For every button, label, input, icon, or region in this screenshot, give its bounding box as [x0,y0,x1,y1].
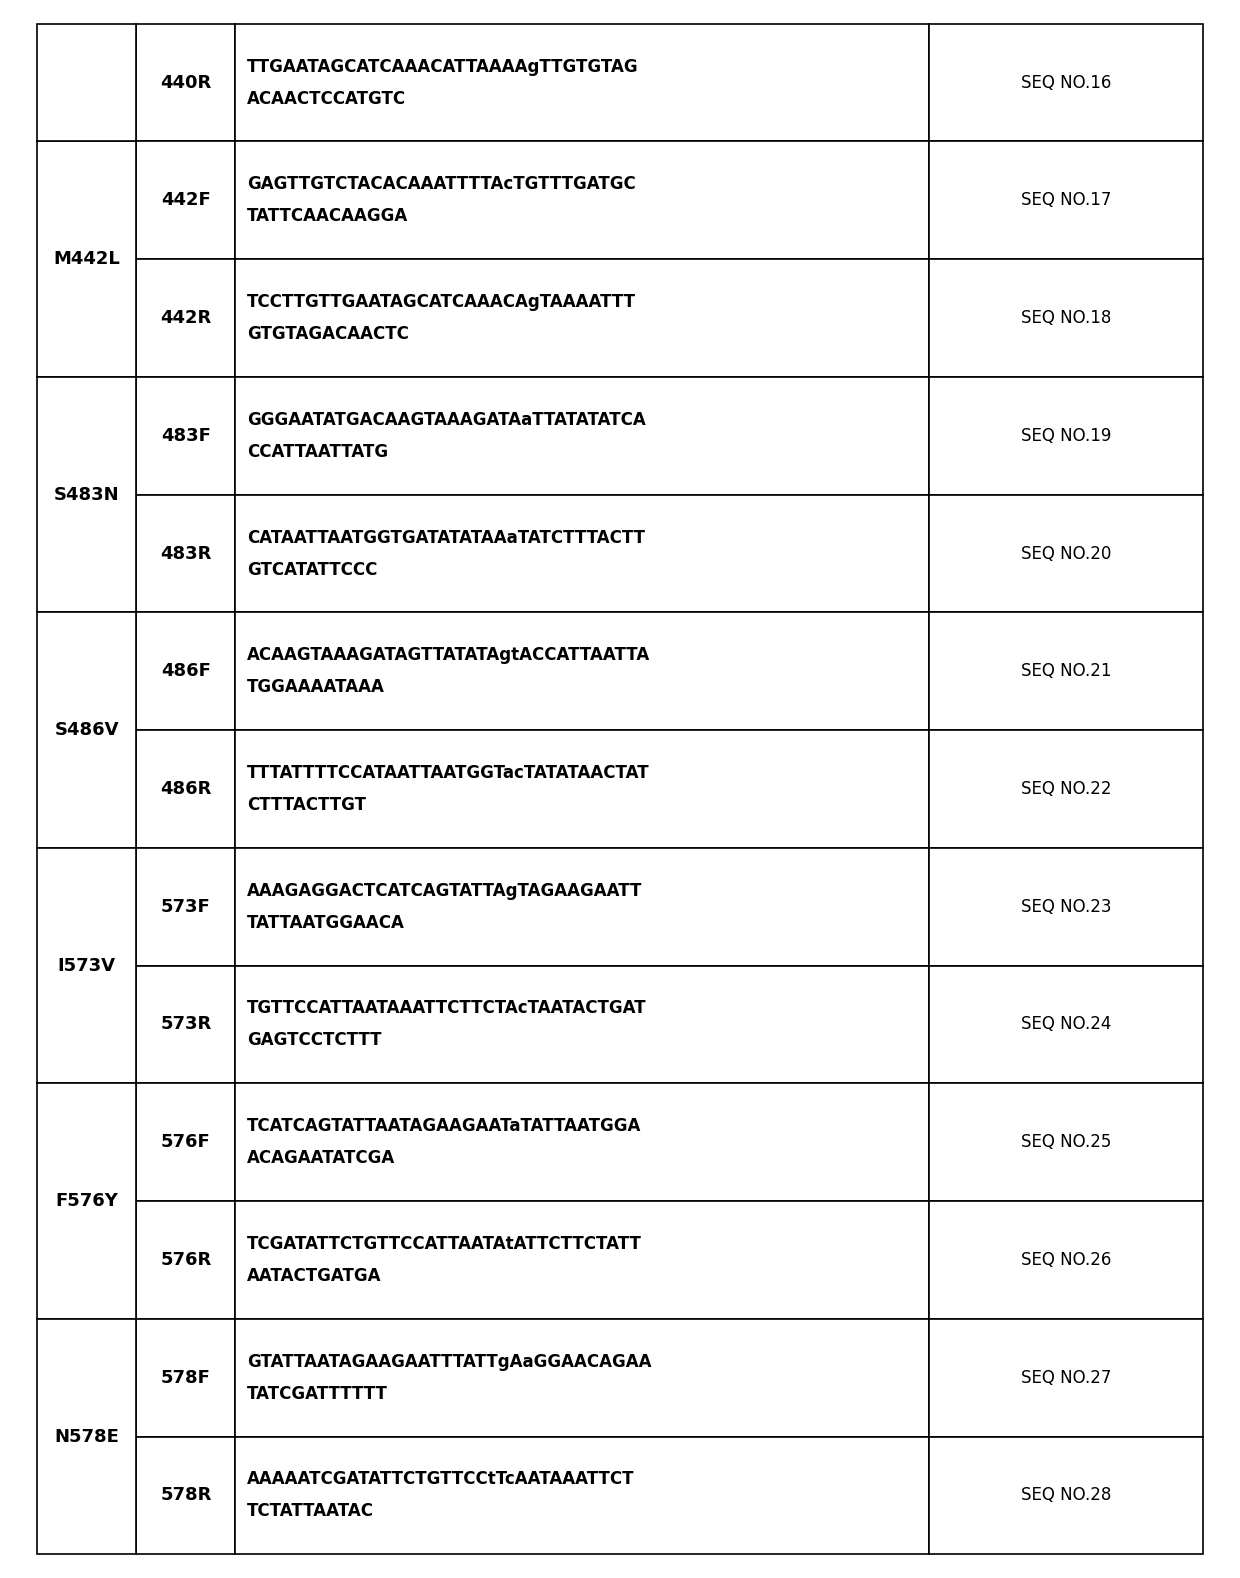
Text: SEQ NO.18: SEQ NO.18 [1021,309,1111,327]
Text: 578F: 578F [161,1368,211,1387]
Text: SEQ NO.27: SEQ NO.27 [1021,1368,1111,1387]
Bar [236,142,929,259]
Bar [37,377,136,612]
Bar [236,377,929,494]
Bar [136,377,236,494]
Bar [236,966,929,1084]
Bar [136,847,236,966]
Text: 576F: 576F [161,1133,211,1152]
Text: I573V: I573V [58,956,115,975]
Bar [136,259,236,377]
Text: AAAGAGGACTCATCAGTATTAgTAGAAGAATT
TATTAATGGAACA: AAAGAGGACTCATCAGTATTAgTAGAAGAATT TATTAAT… [247,882,642,931]
Bar [929,847,1203,966]
Text: 573F: 573F [161,898,211,915]
Text: M442L: M442L [53,251,120,268]
Text: TCATCAGTATTAATAGAAGAATaTATTAATGGA
ACAGAATATCGA: TCATCAGTATTAATAGAAGAATaTATTAATGGA ACAGAA… [247,1117,642,1168]
Bar [37,612,136,847]
Text: SEQ NO.19: SEQ NO.19 [1021,426,1111,445]
Bar [37,24,136,142]
Text: F576Y: F576Y [56,1191,118,1210]
Text: 576R: 576R [160,1251,212,1269]
Bar [136,1084,236,1201]
Bar [136,1436,236,1554]
Bar [136,1319,236,1436]
Bar [236,1319,929,1436]
Bar [929,377,1203,494]
Text: S483N: S483N [53,486,119,503]
Bar [929,142,1203,259]
Bar [136,1201,236,1319]
Bar [236,259,929,377]
Bar [136,494,236,612]
Bar [236,1201,929,1319]
Bar [37,847,136,1084]
Bar [236,494,929,612]
Text: ACAAGTAAAGATAGTTATATAgtACCATTAATTA
TGGAAAATAAA: ACAAGTAAAGATAGTTATATAgtACCATTAATTA TGGAA… [247,647,651,696]
Bar [236,1436,929,1554]
Bar [929,1201,1203,1319]
Bar [236,24,929,142]
Text: 486F: 486F [161,663,211,680]
Text: SEQ NO.28: SEQ NO.28 [1021,1486,1111,1504]
Bar [136,966,236,1084]
Bar [929,1319,1203,1436]
Text: TGTTCCATTAATAAATTCTTCTAcTAATACTGAT
GAGTCCTCTTT: TGTTCCATTAATAAATTCTTCTAcTAATACTGAT GAGTC… [247,999,647,1049]
Text: 578R: 578R [160,1486,212,1504]
Bar [37,142,136,377]
Bar [929,24,1203,142]
Text: CATAATTAATGGTGATATATAAaTATCTTTACTT
GTCATATTCCC: CATAATTAATGGTGATATATAAaTATCTTTACTT GTCAT… [247,529,645,579]
Bar [236,847,929,966]
Bar [236,612,929,731]
Text: SEQ NO.22: SEQ NO.22 [1021,780,1111,798]
Text: TCCTTGTTGAATAGCATCAAACAgTAAAATTT
GTGTAGACAACTC: TCCTTGTTGAATAGCATCAAACAgTAAAATTT GTGTAGA… [247,294,636,342]
Bar [37,1084,136,1319]
Text: SEQ NO.26: SEQ NO.26 [1021,1251,1111,1269]
Text: SEQ NO.21: SEQ NO.21 [1021,663,1111,680]
Bar [236,1084,929,1201]
Bar [929,612,1203,731]
Text: SEQ NO.25: SEQ NO.25 [1021,1133,1111,1152]
Bar [136,142,236,259]
Text: TTTATTTTCCATAATTAATGGTacTATATAACTAT
CTTTACTTGT: TTTATTTTCCATAATTAATGGTacTATATAACTAT CTTT… [247,764,650,814]
Text: SEQ NO.16: SEQ NO.16 [1021,74,1111,92]
Bar [929,1084,1203,1201]
Text: S486V: S486V [55,721,119,739]
Text: 483F: 483F [161,426,211,445]
Bar [136,24,236,142]
Text: 442R: 442R [160,309,212,327]
Bar [929,259,1203,377]
Text: 440R: 440R [160,74,212,92]
Bar [136,731,236,847]
Text: 442F: 442F [161,191,211,210]
Bar [37,1319,136,1554]
Text: TTGAATAGCATCAAACATTAAAAgTTGTGTAG
ACAACTCCATGTC: TTGAATAGCATCAAACATTAAAAgTTGTGTAG ACAACTC… [247,57,639,107]
Text: GTATTAATAGAAGAATTTATTgAaGGAACAGAA
TATCGATTTTTT: GTATTAATAGAAGAATTTATTgAaGGAACAGAA TATCGA… [247,1352,652,1403]
Text: 573R: 573R [160,1016,212,1034]
Bar [136,612,236,731]
Bar [929,731,1203,847]
Text: SEQ NO.20: SEQ NO.20 [1021,544,1111,562]
Text: SEQ NO.23: SEQ NO.23 [1021,898,1111,915]
Text: GAGTTGTCTACACAAATTTTAcTGTTTGATGC
TATTCAACAAGGA: GAGTTGTCTACACAAATTTTAcTGTTTGATGC TATTCAA… [247,175,636,226]
Text: 486R: 486R [160,780,212,798]
Bar [929,966,1203,1084]
Text: SEQ NO.17: SEQ NO.17 [1021,191,1111,210]
Text: SEQ NO.24: SEQ NO.24 [1021,1016,1111,1034]
Text: AAAAATCGATATTCTGTTCCtTcAATAAATTCT
TCTATTAATAC: AAAAATCGATATTCTGTTCCtTcAATAAATTCT TCTATT… [247,1471,635,1521]
Bar [929,494,1203,612]
Text: 483R: 483R [160,544,212,562]
Bar [236,731,929,847]
Text: N578E: N578E [55,1428,119,1445]
Text: GGGAATATGACAAGTAAAGATAaTTATATATCA
CCATTAATTATG: GGGAATATGACAAGTAAAGATAaTTATATATCA CCATTA… [247,410,646,461]
Text: TCGATATTCTGTTCCATTAATAtATTCTTCTATT
AATACTGATGA: TCGATATTCTGTTCCATTAATAtATTCTTCTATT AATAC… [247,1236,642,1284]
Bar [929,1436,1203,1554]
